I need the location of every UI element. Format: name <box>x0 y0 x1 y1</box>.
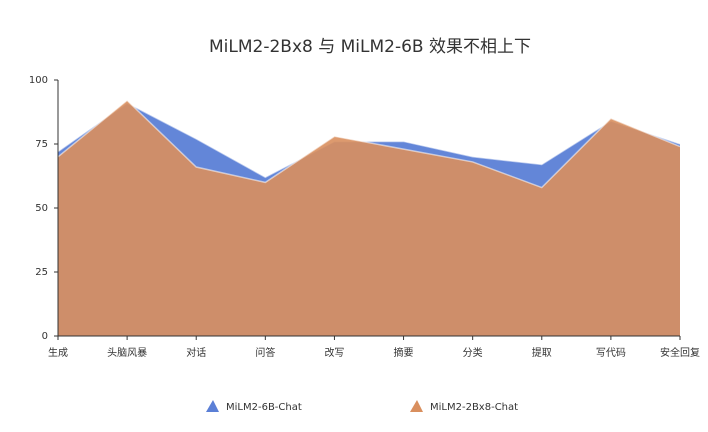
x-tick-label: 对话 <box>186 346 206 359</box>
legend-swatch-1 <box>206 400 219 412</box>
legend-swatch-2 <box>410 400 423 412</box>
x-tick-label: 生成 <box>48 346 68 359</box>
x-tick-label: 摘要 <box>394 346 414 359</box>
y-tick-label: 75 <box>35 139 48 150</box>
x-tick-label: 写代码 <box>596 347 626 359</box>
x-tick-label: 安全回复 <box>660 346 700 359</box>
legend-label-2: MiLM2-2Bx8-Chat <box>430 402 518 413</box>
y-tick-label: 100 <box>29 75 48 86</box>
x-tick-label: 头脑风暴 <box>107 346 147 359</box>
x-tick-label: 分类 <box>463 346 483 359</box>
series-line-2 <box>57 99 681 189</box>
series-area-2 <box>58 100 680 336</box>
chart-areas <box>57 99 681 336</box>
chart-legend: MiLM2-6B-Chat MiLM2-2Bx8-Chat <box>206 400 518 413</box>
x-tick-label: 改写 <box>324 346 344 359</box>
y-tick-label: 50 <box>35 203 48 214</box>
y-tick-label: 0 <box>42 331 48 342</box>
legend-label-1: MiLM2-6B-Chat <box>226 402 302 413</box>
y-tick-label: 25 <box>35 267 48 278</box>
x-tick-label: 提取 <box>532 347 552 359</box>
x-tick-label: 问答 <box>255 346 275 359</box>
chart-ticks: 0 25 50 75 100 生成 头脑风暴 对话 问答 改写 摘要 分类 提取 写代码 安全回复 <box>29 75 700 359</box>
chart-title: MiLM2-2Bx8 与 MiLM2-6B 效果不相上下 <box>209 37 531 57</box>
series-line-1 <box>57 102 681 179</box>
